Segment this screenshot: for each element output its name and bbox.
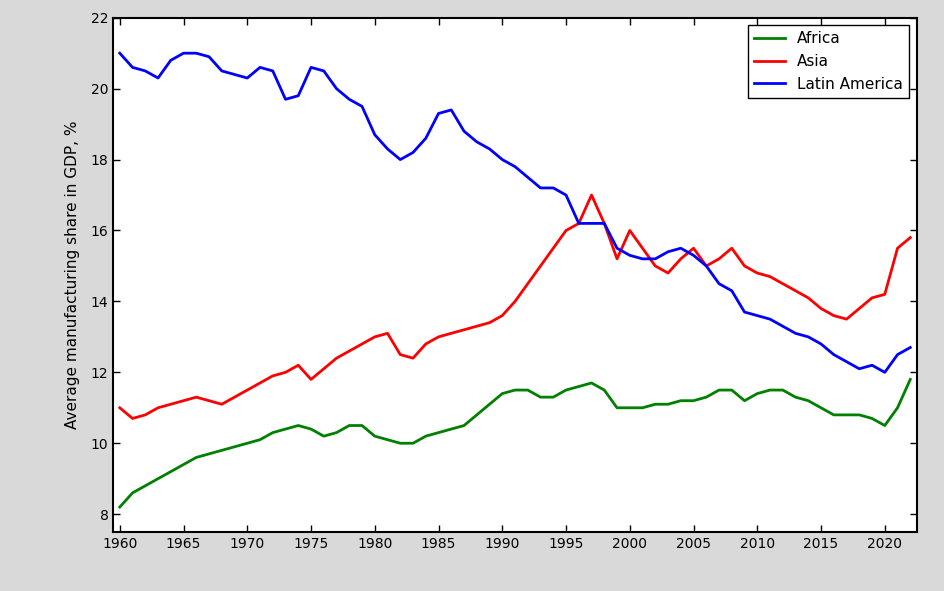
Line: Africa: Africa — [120, 379, 909, 507]
Africa — [114, 504, 126, 511]
Latin America — [330, 85, 342, 92]
Y-axis label: Average manufacturing share in GDP, %: Average manufacturing share in GDP, % — [64, 121, 79, 429]
Latin America — [509, 163, 520, 170]
Latin America — [903, 344, 915, 351]
Africa — [662, 401, 673, 408]
Asia — [891, 245, 902, 252]
Africa — [330, 429, 342, 436]
Asia — [497, 312, 508, 319]
Legend: Africa, Asia, Latin America: Africa, Asia, Latin America — [748, 25, 908, 98]
Latin America — [483, 145, 495, 152]
Asia — [687, 245, 699, 252]
Africa — [903, 376, 915, 383]
Line: Latin America: Latin America — [120, 53, 909, 372]
Africa — [891, 404, 902, 411]
Asia — [585, 191, 597, 199]
Asia — [903, 234, 915, 241]
Africa — [356, 422, 367, 429]
Africa — [483, 401, 495, 408]
Latin America — [356, 103, 367, 110]
Asia — [114, 404, 126, 411]
Africa — [509, 387, 520, 394]
Latin America — [114, 50, 126, 57]
Asia — [521, 280, 532, 287]
Latin America — [662, 248, 673, 255]
Line: Asia: Asia — [120, 195, 909, 418]
Latin America — [878, 369, 889, 376]
Latin America — [891, 351, 902, 358]
Asia — [369, 333, 380, 340]
Asia — [126, 415, 138, 422]
Asia — [344, 348, 355, 355]
